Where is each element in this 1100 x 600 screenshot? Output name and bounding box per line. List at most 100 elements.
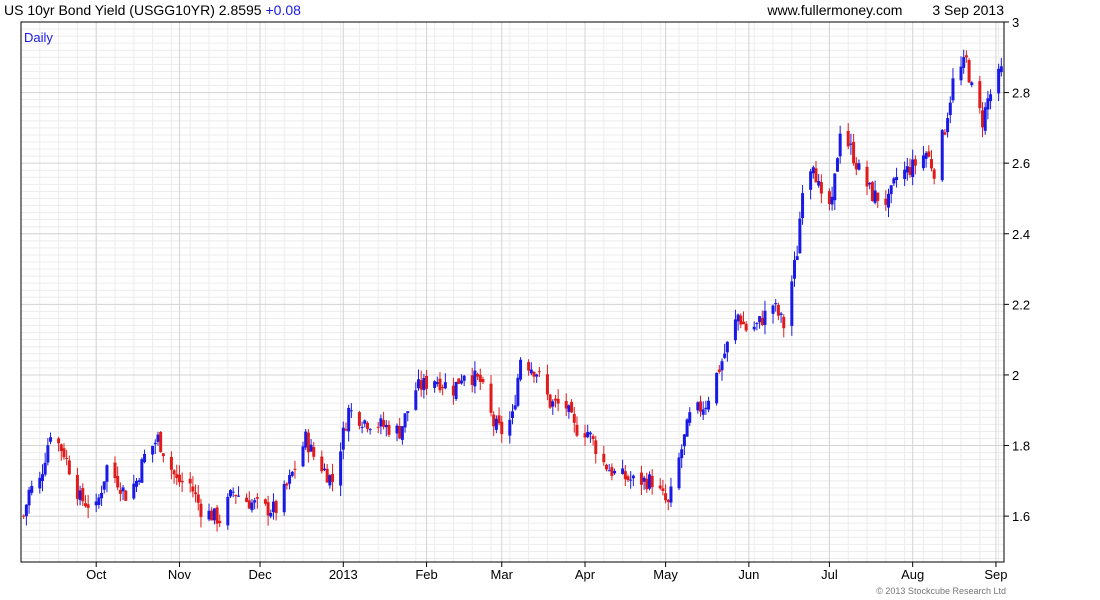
candle-body [798, 218, 802, 254]
candle-body [849, 143, 853, 145]
candle-body [309, 444, 313, 452]
candle [312, 441, 316, 461]
candle-body [357, 412, 361, 426]
candle [403, 413, 407, 433]
candle-body [382, 420, 386, 427]
candle-body [701, 409, 705, 415]
candle-body [913, 159, 917, 166]
candle [400, 426, 404, 445]
candle-body [459, 380, 463, 384]
candle [989, 89, 993, 110]
candle-body [143, 453, 147, 463]
candle-body [551, 401, 555, 407]
candle-body [715, 372, 719, 404]
candle-body [720, 361, 724, 371]
candle-body [62, 448, 66, 458]
candles [22, 49, 1003, 532]
candle [870, 181, 874, 202]
candle [191, 476, 195, 498]
candle [551, 399, 555, 415]
candle [365, 421, 369, 433]
candle-body [857, 163, 861, 170]
candle-body [400, 426, 404, 440]
candle [282, 480, 286, 516]
candle [647, 471, 651, 491]
candle-body [647, 474, 651, 489]
source-link[interactable]: www.fullermoney.com [767, 2, 903, 18]
candle [736, 313, 740, 331]
candle [143, 449, 147, 464]
candle-body [78, 490, 82, 501]
candle-body [911, 159, 915, 178]
candle [911, 149, 915, 186]
candle [903, 161, 907, 186]
candle [642, 475, 646, 490]
candle [271, 493, 275, 520]
candle-body [387, 424, 391, 435]
candle-body [226, 496, 230, 526]
y-tick-label: 3 [1012, 15, 1019, 30]
candle-body [575, 424, 579, 436]
candle-body [365, 422, 369, 429]
candle-body [682, 434, 686, 447]
candle [237, 486, 241, 497]
candle [849, 133, 853, 155]
candle [274, 499, 278, 521]
candle [720, 358, 724, 381]
x-tick-label: Sep [984, 567, 1007, 582]
candle-body [159, 431, 163, 452]
candle-body [416, 379, 420, 389]
y-tick-label: 1.6 [1012, 509, 1030, 524]
candle [102, 481, 106, 494]
candle [567, 404, 571, 419]
candle-body [959, 66, 963, 81]
candle-body [282, 483, 286, 513]
candle [795, 245, 799, 261]
candle-body [986, 98, 990, 110]
candle-body [535, 374, 539, 377]
candle-body [664, 493, 668, 501]
candle-body [290, 471, 294, 476]
candle-body [717, 369, 721, 372]
candle [588, 431, 592, 443]
candle [100, 485, 104, 507]
candle [438, 372, 442, 393]
candle [779, 312, 783, 323]
candle [892, 176, 896, 187]
candle [572, 406, 576, 433]
candle-body [725, 341, 729, 353]
candle [422, 373, 426, 399]
candle-body [497, 415, 501, 424]
candle-body [253, 500, 257, 503]
candle [884, 190, 888, 211]
candle-body [537, 371, 541, 373]
candle [658, 478, 662, 490]
y-tick-label: 2 [1012, 368, 1019, 383]
candle-body [553, 398, 557, 401]
candle-body [215, 507, 219, 524]
candle-body [513, 405, 517, 410]
candle-body [658, 485, 662, 489]
candle [226, 493, 230, 530]
candle [331, 463, 335, 492]
candle-body [406, 411, 410, 413]
candle-body [602, 453, 606, 463]
candle-body [212, 508, 216, 521]
candle [962, 49, 966, 74]
candle [121, 484, 125, 501]
candle [478, 368, 482, 391]
y-tick-label: 2.6 [1012, 156, 1030, 171]
candle [414, 382, 418, 411]
candle [929, 150, 933, 172]
candle [347, 404, 351, 442]
candle-body [895, 177, 899, 180]
candle [177, 465, 181, 487]
candle [967, 58, 971, 83]
candle [943, 129, 947, 136]
candle-body [218, 520, 222, 524]
candle-body [492, 414, 496, 427]
candle [650, 469, 654, 495]
candle-body [903, 169, 907, 179]
candle-body [771, 305, 775, 314]
candle-body [529, 369, 533, 374]
